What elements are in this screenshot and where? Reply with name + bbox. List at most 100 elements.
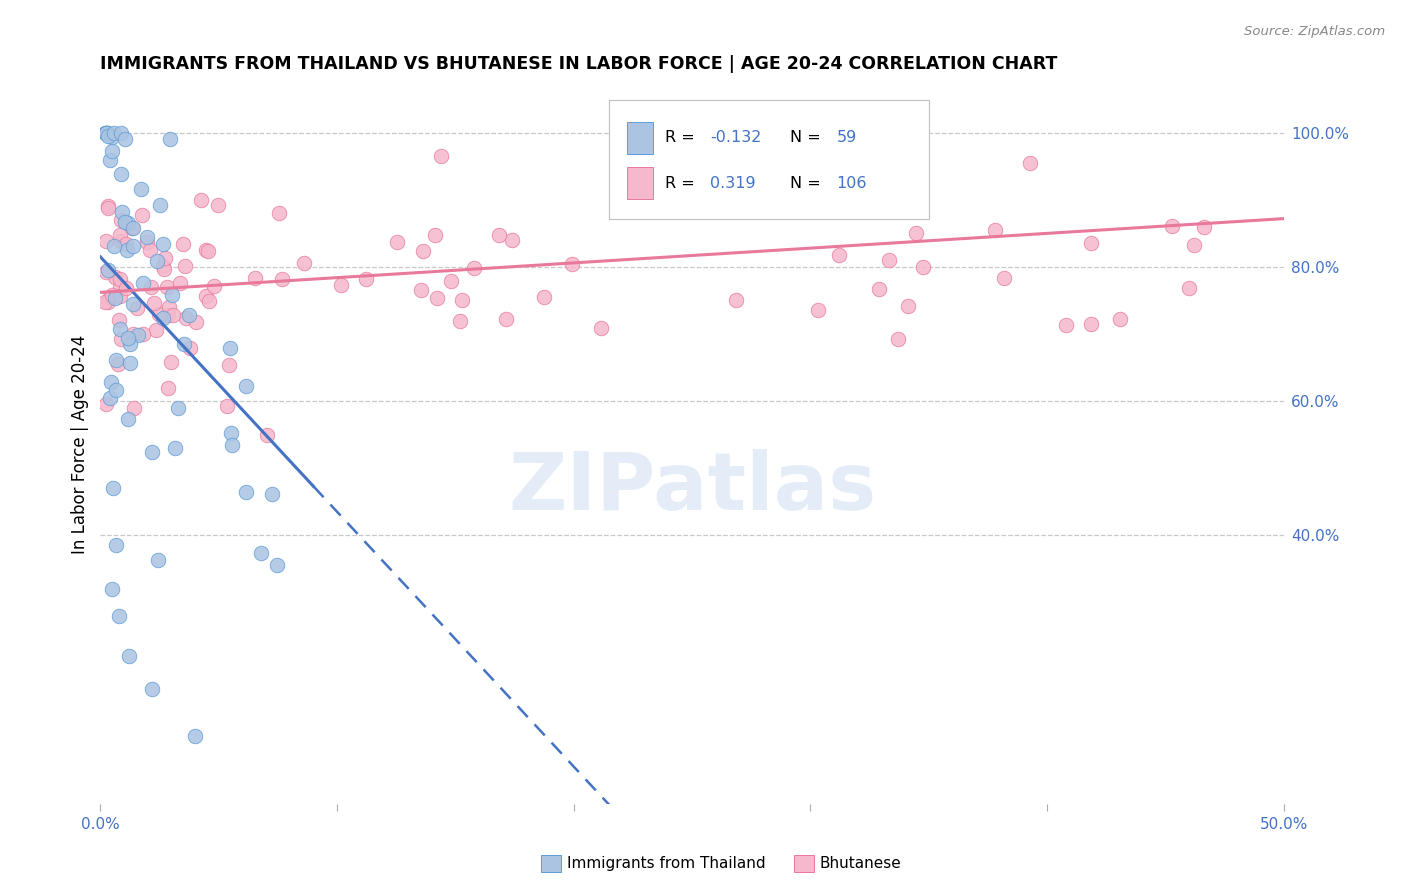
Point xyxy=(832,203,855,218)
Point xyxy=(143,296,166,310)
Point xyxy=(127,328,149,343)
Point xyxy=(141,445,163,459)
Point xyxy=(101,582,124,596)
Point xyxy=(1182,238,1205,252)
Point xyxy=(117,217,139,231)
Point xyxy=(108,289,131,303)
Point xyxy=(184,730,207,744)
Point xyxy=(202,279,225,293)
Point xyxy=(1019,156,1042,170)
Point xyxy=(197,294,219,309)
Point xyxy=(152,259,174,273)
Point xyxy=(100,375,122,389)
Point xyxy=(807,303,830,318)
Point xyxy=(110,167,132,181)
Point xyxy=(152,311,174,326)
Point xyxy=(145,253,167,268)
FancyBboxPatch shape xyxy=(609,100,929,219)
Point xyxy=(245,270,267,285)
Point xyxy=(430,149,453,163)
Point xyxy=(745,200,768,214)
Point xyxy=(221,438,243,452)
Point xyxy=(101,129,124,144)
Point xyxy=(117,412,139,426)
Point xyxy=(114,281,136,295)
Point xyxy=(104,292,127,306)
Point xyxy=(110,272,132,286)
Point xyxy=(115,236,138,251)
Point xyxy=(903,160,925,174)
Point xyxy=(157,381,180,395)
Point xyxy=(148,307,170,321)
Point xyxy=(292,256,315,270)
Point xyxy=(194,243,217,257)
Point xyxy=(139,243,162,257)
Point xyxy=(94,234,117,248)
Point xyxy=(117,331,139,345)
Text: N =: N = xyxy=(790,176,821,191)
Point xyxy=(132,327,155,342)
Point xyxy=(96,126,118,140)
Point xyxy=(877,252,900,267)
Point xyxy=(159,131,181,145)
Point xyxy=(110,126,132,140)
Point xyxy=(160,288,183,302)
Point xyxy=(145,323,167,337)
Point xyxy=(250,546,273,560)
Point xyxy=(533,290,555,304)
Point xyxy=(412,244,434,259)
Point xyxy=(162,308,184,322)
Point xyxy=(905,226,928,240)
Point xyxy=(108,322,131,336)
Text: -0.132: -0.132 xyxy=(710,130,761,145)
Point xyxy=(135,235,157,249)
Point xyxy=(156,280,179,294)
Point xyxy=(107,357,129,371)
Point xyxy=(195,289,218,303)
Point xyxy=(105,383,128,397)
Bar xyxy=(627,121,652,154)
Point xyxy=(132,276,155,290)
Point xyxy=(110,332,132,346)
Point xyxy=(190,193,212,207)
Point xyxy=(868,282,890,296)
Point xyxy=(96,126,118,140)
Point xyxy=(94,294,117,309)
Point xyxy=(117,244,139,258)
Point xyxy=(114,132,136,146)
Point xyxy=(105,538,128,552)
Point xyxy=(110,235,132,249)
Point xyxy=(103,126,125,140)
Point xyxy=(218,358,240,372)
Point xyxy=(449,313,471,327)
Point xyxy=(121,239,143,253)
Point xyxy=(100,290,122,304)
Point xyxy=(108,608,131,623)
Point xyxy=(173,259,195,273)
Point xyxy=(897,299,920,313)
Point xyxy=(153,262,176,277)
Point xyxy=(450,293,472,307)
Text: 0.319: 0.319 xyxy=(710,176,755,191)
Point xyxy=(94,126,117,140)
Point xyxy=(184,315,207,329)
Point xyxy=(149,198,172,212)
Point xyxy=(235,484,257,499)
Point xyxy=(329,277,352,292)
Point xyxy=(101,288,124,302)
Point xyxy=(94,397,117,411)
Point xyxy=(94,126,117,140)
Point xyxy=(121,221,143,235)
Point xyxy=(167,401,190,416)
Point xyxy=(114,215,136,229)
Point xyxy=(141,682,163,697)
Point xyxy=(495,311,517,326)
Point xyxy=(111,205,134,219)
Point xyxy=(118,336,141,351)
Point xyxy=(152,236,174,251)
Point xyxy=(135,229,157,244)
Point xyxy=(727,202,749,217)
Point xyxy=(262,487,284,501)
Text: R =: R = xyxy=(665,130,695,145)
Point xyxy=(463,261,485,276)
